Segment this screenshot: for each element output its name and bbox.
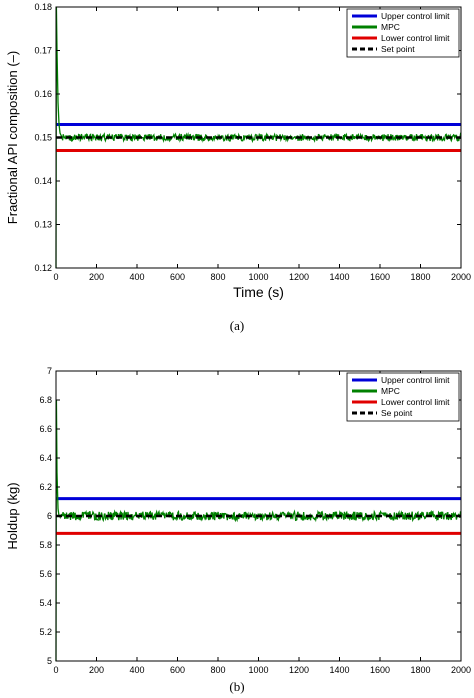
- x-tick-label-a-2: 400: [129, 272, 144, 282]
- x-tick-label-b-7: 1400: [329, 665, 349, 675]
- legend-label-b-0: Upper control limit: [381, 375, 450, 385]
- x-tick-label-b-1: 200: [89, 665, 104, 675]
- x-tick-label-b-2: 400: [129, 665, 144, 675]
- legend-label-a-2: Lower control limit: [381, 33, 450, 43]
- panel-label-b: (b): [229, 679, 245, 694]
- x-tick-label-a-6: 1200: [289, 272, 309, 282]
- x-tick-label-b-9: 1800: [410, 665, 430, 675]
- y-tick-label-b-5: 6: [47, 511, 52, 521]
- x-tick-label-a-9: 1800: [410, 272, 430, 282]
- y-tick-label-b-6: 6.2: [39, 482, 52, 492]
- y-tick-label-a-3: 0.15: [34, 133, 52, 143]
- y-tick-label-a-1: 0.13: [34, 220, 52, 230]
- y-tick-label-b-0: 5: [47, 656, 52, 666]
- chart-b: 0 200 400 600 800 1000 1200 1400 1600 1800 2000 5 5.…: [5, 366, 471, 675]
- legend-label-b-1: MPC: [381, 386, 400, 396]
- y-tick-label-a-6: 0.18: [34, 2, 52, 12]
- y-tick-label-b-1: 5.2: [39, 627, 52, 637]
- y-tick-label-a-2: 0.14: [34, 176, 52, 186]
- x-tick-label-b-4: 800: [210, 665, 225, 675]
- x-axis-label-a: Time (s): [233, 284, 284, 300]
- y-tick-label-a-5: 0.17: [34, 46, 52, 56]
- y-axis-label-b: Holdup (kg): [5, 482, 20, 549]
- x-tick-label-b-3: 600: [170, 665, 185, 675]
- x-tick-label-a-1: 200: [89, 272, 104, 282]
- x-tick-label-a-3: 600: [170, 272, 185, 282]
- y-tick-label-a-0: 0.12: [34, 263, 52, 273]
- legend-label-a-3: Set point: [381, 44, 415, 54]
- x-tick-label-a-7: 1400: [329, 272, 349, 282]
- x-tick-label-a-10: 2000: [451, 272, 471, 282]
- x-tick-label-b-5: 1000: [248, 665, 268, 675]
- y-tick-label-b-8: 6.6: [39, 424, 52, 434]
- y-tick-label-b-3: 5.6: [39, 569, 52, 579]
- y-tick-label-b-9: 6.8: [39, 395, 52, 405]
- x-tick-label-b-8: 1600: [370, 665, 390, 675]
- legend-label-b-2: Lower control limit: [381, 397, 450, 407]
- y-tick-label-a-4: 0.16: [34, 89, 52, 99]
- x-tick-label-a-4: 800: [210, 272, 225, 282]
- x-tick-label-a-8: 1600: [370, 272, 390, 282]
- y-tick-label-b-7: 6.4: [39, 453, 52, 463]
- panel-label-a: (a): [229, 318, 245, 333]
- x-tick-label-b-10: 2000: [451, 665, 471, 675]
- x-tick-label-a-5: 1000: [248, 272, 268, 282]
- y-tick-label-b-10: 7: [47, 366, 52, 376]
- x-tick-label-b-6: 1200: [289, 665, 309, 675]
- y-tick-label-b-4: 5.8: [39, 540, 52, 550]
- chart-a: 0 200 400 600 800 1000 1200 1400 1600 1800 2000 0.1…: [5, 2, 471, 300]
- legend-label-a-1: MPC: [381, 22, 400, 32]
- legend-label-a-0: Upper control limit: [381, 11, 450, 21]
- series-line-a-1: [55, 6, 462, 269]
- y-axis-label-a: Fractional API composition (–): [5, 51, 20, 224]
- legend-label-b-3: Se point: [381, 408, 413, 418]
- x-tick-label-b-0: 0: [53, 665, 58, 675]
- y-tick-label-b-2: 5.4: [39, 598, 52, 608]
- x-tick-label-a-0: 0: [53, 272, 58, 282]
